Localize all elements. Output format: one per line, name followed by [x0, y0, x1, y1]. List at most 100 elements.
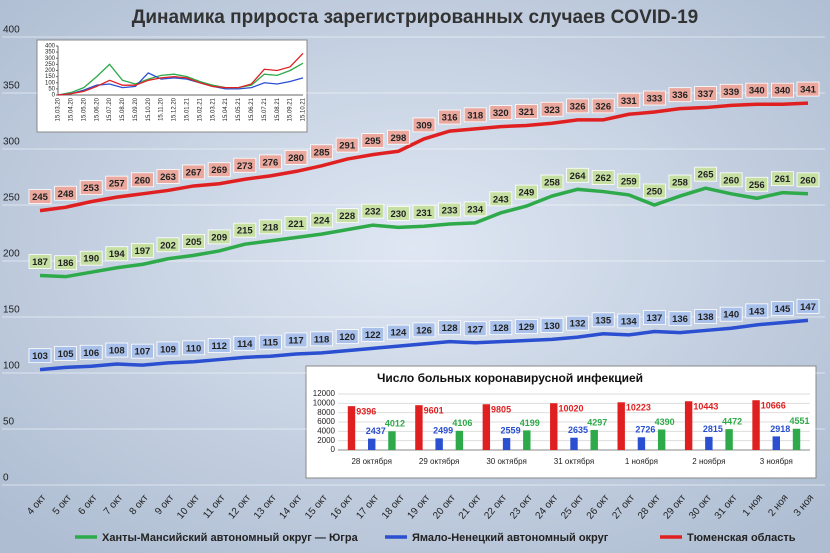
data-label: 215 — [237, 226, 254, 237]
data-label: 197 — [134, 246, 150, 257]
y-tick-label: 0 — [3, 473, 9, 484]
data-label: 265 — [698, 170, 715, 181]
data-label-box — [156, 169, 180, 184]
data-label-box — [105, 175, 129, 191]
data-label: 259 — [621, 176, 637, 187]
data-label-box — [719, 306, 743, 322]
y-tick-label: 100 — [3, 361, 20, 372]
data-label-box — [207, 338, 231, 353]
data-label-box — [745, 303, 769, 319]
data-label-box — [591, 98, 615, 114]
data-label-box — [233, 157, 257, 173]
data-label-box — [463, 107, 487, 123]
x-tick-label: 15.05.20 — [81, 97, 87, 121]
data-label-box — [617, 92, 641, 108]
data-label: 209 — [211, 232, 227, 243]
data-label: 285 — [314, 147, 331, 158]
data-label: 316 — [442, 113, 458, 124]
data-label-box — [796, 172, 820, 188]
y-tick-label: 10000 — [313, 398, 336, 407]
x-tick-label: 15.04.21 — [223, 97, 229, 121]
data-label: 9396 — [356, 407, 376, 417]
data-label: 337 — [698, 89, 714, 100]
data-label: 260 — [723, 175, 739, 186]
x-tick-label: 30 октября — [486, 457, 526, 466]
data-label-box — [540, 174, 564, 190]
data-label: 4199 — [520, 418, 540, 428]
bar — [550, 403, 558, 450]
data-label-box — [156, 341, 180, 357]
data-label-box — [182, 164, 206, 180]
data-label: 262 — [595, 173, 611, 184]
data-label: 2437 — [366, 426, 386, 436]
legend-label: Тюменская область — [687, 532, 796, 544]
y-tick-label: 200 — [45, 68, 56, 74]
data-label-box — [668, 311, 692, 327]
data-label: 298 — [390, 133, 406, 144]
line-series — [39, 318, 809, 372]
data-label-box — [668, 174, 692, 190]
data-label: 2726 — [635, 425, 655, 435]
data-label-box — [771, 82, 794, 98]
data-label: 231 — [416, 208, 433, 219]
data-label: 260 — [134, 175, 150, 186]
data-label: 190 — [83, 254, 99, 265]
data-label-box — [617, 313, 641, 329]
data-label-box — [668, 87, 692, 103]
data-label: 115 — [263, 338, 279, 349]
line-series — [57, 52, 304, 96]
data-label: 103 — [32, 351, 48, 362]
data-label: 194 — [109, 249, 126, 260]
data-label: 221 — [288, 219, 305, 230]
data-label: 273 — [237, 161, 253, 172]
data-label-box — [335, 137, 359, 153]
line-series — [57, 62, 304, 96]
legend-label: Ханты-Мансийский автономный округ — Югра — [102, 532, 359, 544]
chart-title: Динамика прироста зарегистрированных слу… — [132, 7, 698, 28]
bar — [368, 438, 376, 450]
data-label-box — [105, 342, 129, 358]
data-label-box — [54, 185, 77, 201]
data-label-box — [566, 98, 589, 114]
data-label: 10666 — [761, 401, 786, 411]
data-label-box — [207, 229, 231, 245]
data-label: 136 — [672, 314, 688, 325]
data-label-box — [258, 154, 282, 170]
data-label-box — [540, 101, 564, 117]
bar — [482, 404, 491, 450]
data-label: 124 — [390, 328, 407, 339]
data-label: 331 — [621, 96, 638, 107]
data-label: 10443 — [693, 402, 718, 412]
data-label-box — [591, 170, 615, 185]
data-label-box — [335, 329, 359, 345]
data-label: 122 — [365, 330, 381, 341]
data-label-box — [438, 202, 462, 218]
data-label-box — [310, 144, 334, 160]
data-label-box — [489, 191, 513, 207]
data-label: 120 — [339, 332, 355, 343]
data-label: 4297 — [587, 417, 607, 427]
data-label-box — [463, 321, 487, 337]
bar — [347, 406, 356, 450]
data-label: 4390 — [655, 417, 675, 427]
data-label-box — [694, 86, 717, 101]
data-label-box — [412, 204, 436, 220]
data-label: 126 — [416, 325, 432, 336]
y-tick-label: 250 — [3, 193, 20, 204]
bar — [502, 438, 511, 450]
y-tick-label: 150 — [45, 74, 56, 80]
data-label-box — [386, 205, 410, 221]
data-label-box — [694, 166, 717, 182]
data-label: 233 — [442, 206, 458, 217]
data-label-box — [386, 324, 410, 340]
data-label-box — [566, 315, 589, 331]
data-label: 186 — [58, 258, 74, 269]
bar — [415, 405, 423, 450]
data-label: 134 — [621, 316, 638, 327]
y-tick-label: 2000 — [317, 436, 335, 445]
x-tick-label: 15.10.20 — [146, 97, 152, 121]
data-label-box — [643, 310, 666, 325]
x-tick-label: 15.08.21 — [275, 97, 281, 121]
data-label-box — [617, 173, 641, 189]
x-tick-label: 15.01.21 — [185, 97, 191, 121]
